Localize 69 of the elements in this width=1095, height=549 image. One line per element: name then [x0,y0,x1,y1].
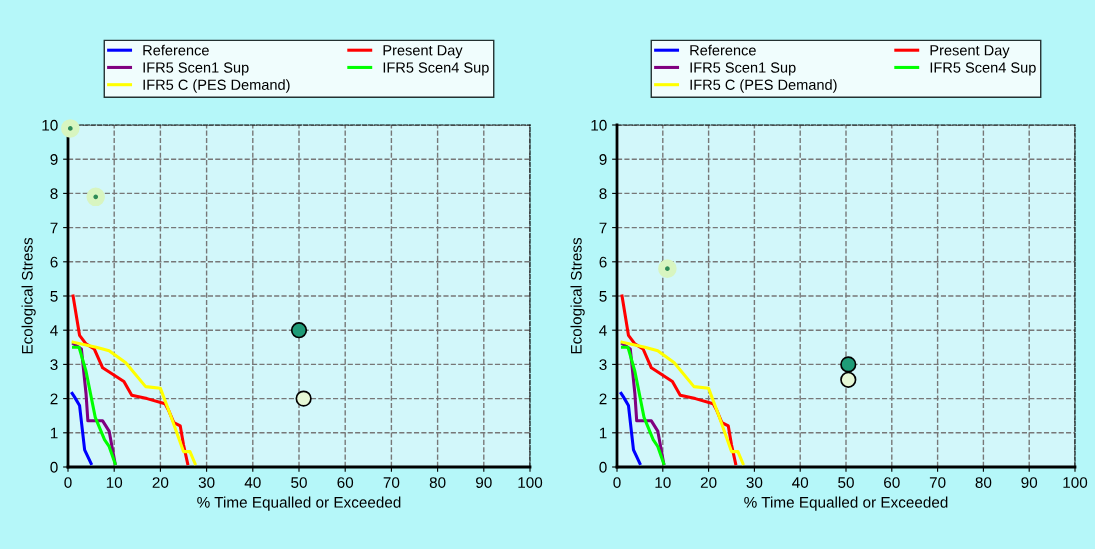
point [295,390,312,407]
x-tick-label: 100 [518,477,543,488]
y-tick-label: 0 [599,461,607,473]
x-tick-label: 70 [929,477,946,488]
x-tick-label: 80 [975,477,992,488]
legend-label: IFR5 Scen1 Sup [690,62,796,76]
line-series [71,340,197,466]
y-tick-label: 8 [50,188,58,200]
y-tick-label: 2 [599,393,607,405]
x-tick-label: 10 [106,477,123,488]
y-tick-label: 3 [50,359,58,371]
legend-label: IFR5 C (PES Demand) [690,79,837,93]
legend-label: IFR5 Scen4 Sup [930,62,1036,76]
legend-label: Reference [143,44,209,56]
point [658,259,677,278]
legend-label: Reference [690,44,756,56]
legend-label: IFR5 Scen4 Sup [383,62,489,76]
y-tick-label: 9 [599,154,607,165]
x-tick-label: 50 [291,477,307,488]
legend-label: IFR5 C (PES Demand) [143,79,290,93]
y-tick-label: 1 [50,427,58,439]
x-tick-label: 50 [838,477,854,488]
y-tick-label: 4 [50,325,58,336]
y-axis-title: Ecological Stress [21,237,36,354]
y-tick-label: 7 [50,222,58,234]
y-tick-label: 10 [591,119,607,131]
x-tick-label: 80 [429,477,446,488]
y-tick-label: 5 [50,291,58,302]
x-tick-label: 30 [198,477,215,488]
y-tick-label: 9 [50,154,58,165]
y-tick-label: 3 [599,359,607,371]
x-tick-label: 10 [655,477,671,488]
y-tick-label: 10 [42,119,58,131]
y-axis-title: Ecological Stress [570,237,585,354]
x-tick-label: 20 [152,477,169,488]
x-tick-label: 60 [884,477,900,488]
line-series [619,391,642,466]
point [840,371,857,388]
legend-label: Present Day [383,45,463,59]
legend-label: IFR5 Scen1 Sup [143,62,249,76]
line-series [620,340,745,466]
x-tick-label: 0 [64,477,72,488]
point [86,187,105,207]
line-series [70,391,93,466]
y-tick-label: 8 [599,188,607,200]
x-tick-label: 70 [383,477,400,488]
point [61,119,80,138]
x-tick-label: 90 [1021,477,1038,488]
point [290,322,308,339]
point [840,356,857,373]
x-tick-label: 0 [613,477,621,488]
x-axis-title: % Time Equalled or Exceeded [197,496,401,511]
legend-label: Present Day [930,45,1010,59]
x-tick-label: 30 [746,477,763,488]
x-tick-label: 20 [700,477,717,488]
y-tick-label: 0 [50,461,58,473]
x-tick-label: 40 [244,477,261,488]
x-tick-label: 100 [1063,477,1088,488]
x-tick-label: 40 [792,477,809,488]
x-tick-label: 90 [476,477,492,488]
x-axis-title: % Time Equalled or Exceeded [744,496,948,511]
y-tick-label: 1 [599,427,607,439]
x-tick-label: 60 [337,477,354,488]
y-tick-label: 7 [599,222,607,234]
y-tick-label: 6 [599,256,607,268]
y-tick-label: 5 [599,291,607,302]
y-tick-label: 2 [50,393,58,405]
y-tick-label: 6 [50,256,58,268]
y-tick-label: 4 [599,325,607,336]
